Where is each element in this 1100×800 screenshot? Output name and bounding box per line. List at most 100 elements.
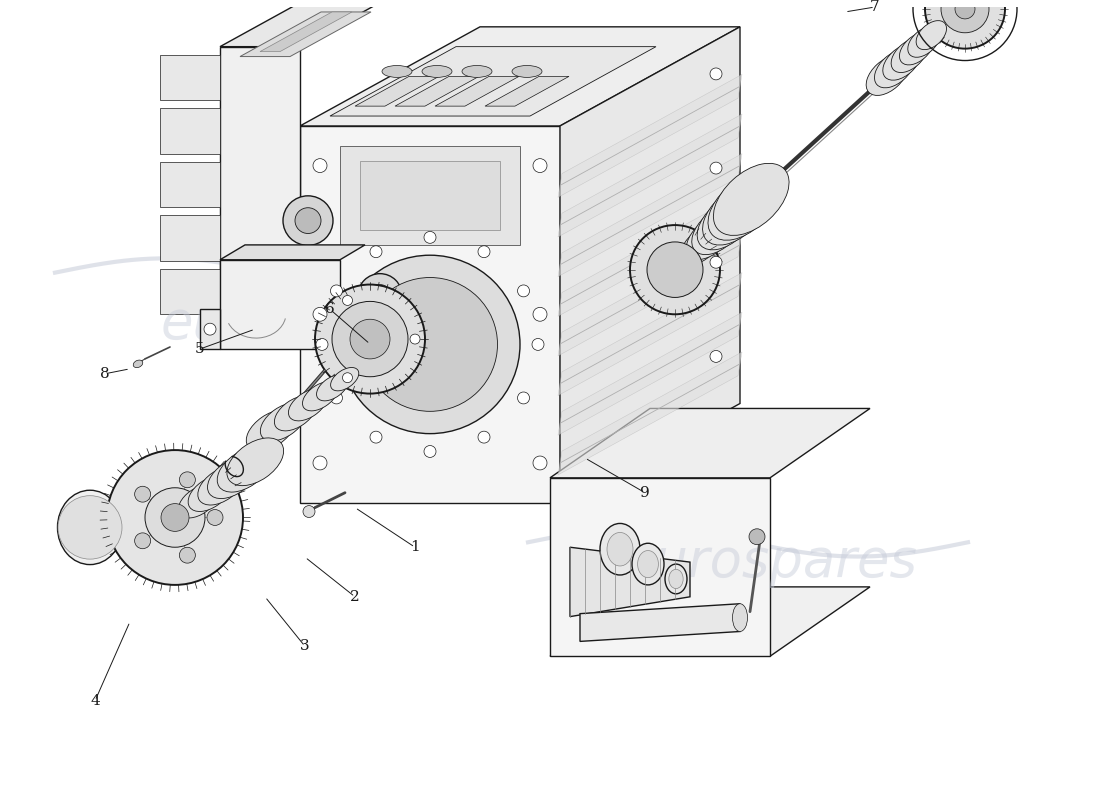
Ellipse shape bbox=[697, 195, 755, 250]
Ellipse shape bbox=[178, 486, 218, 518]
Polygon shape bbox=[558, 233, 743, 356]
Ellipse shape bbox=[227, 438, 284, 486]
Polygon shape bbox=[220, 0, 390, 46]
Text: 3: 3 bbox=[300, 639, 310, 654]
Circle shape bbox=[534, 456, 547, 470]
Circle shape bbox=[478, 431, 490, 443]
Polygon shape bbox=[360, 161, 500, 230]
Ellipse shape bbox=[317, 374, 349, 401]
Ellipse shape bbox=[133, 360, 143, 368]
Circle shape bbox=[340, 255, 520, 434]
Ellipse shape bbox=[65, 498, 116, 557]
Circle shape bbox=[350, 319, 390, 359]
Ellipse shape bbox=[422, 66, 452, 78]
Circle shape bbox=[370, 246, 382, 258]
Polygon shape bbox=[550, 409, 870, 478]
Polygon shape bbox=[550, 587, 870, 656]
Circle shape bbox=[424, 231, 436, 243]
Circle shape bbox=[314, 456, 327, 470]
Text: 5: 5 bbox=[195, 342, 205, 356]
Ellipse shape bbox=[638, 550, 659, 578]
Circle shape bbox=[532, 338, 544, 350]
Ellipse shape bbox=[708, 174, 778, 240]
Ellipse shape bbox=[274, 396, 317, 431]
Text: 1: 1 bbox=[410, 540, 420, 554]
Ellipse shape bbox=[600, 523, 640, 575]
Polygon shape bbox=[220, 260, 340, 349]
Circle shape bbox=[710, 162, 722, 174]
Circle shape bbox=[370, 431, 382, 443]
Polygon shape bbox=[558, 74, 743, 198]
Circle shape bbox=[424, 446, 436, 458]
Ellipse shape bbox=[891, 38, 927, 73]
Circle shape bbox=[925, 0, 1005, 49]
Ellipse shape bbox=[288, 389, 327, 421]
Circle shape bbox=[410, 334, 420, 344]
Polygon shape bbox=[160, 162, 220, 207]
Ellipse shape bbox=[883, 44, 921, 80]
Polygon shape bbox=[220, 245, 365, 260]
Circle shape bbox=[134, 533, 151, 549]
Text: 2: 2 bbox=[350, 590, 360, 604]
Polygon shape bbox=[395, 76, 478, 106]
Ellipse shape bbox=[866, 55, 909, 95]
Ellipse shape bbox=[703, 184, 767, 245]
Polygon shape bbox=[485, 76, 569, 106]
Polygon shape bbox=[160, 108, 220, 154]
Ellipse shape bbox=[675, 237, 710, 269]
Polygon shape bbox=[434, 76, 519, 106]
Text: 6: 6 bbox=[326, 302, 334, 316]
Circle shape bbox=[145, 488, 205, 547]
Circle shape bbox=[283, 196, 333, 246]
Circle shape bbox=[517, 392, 529, 404]
Circle shape bbox=[179, 547, 196, 563]
Polygon shape bbox=[558, 312, 743, 435]
Circle shape bbox=[302, 506, 315, 518]
Circle shape bbox=[517, 285, 529, 297]
Ellipse shape bbox=[607, 533, 632, 566]
Circle shape bbox=[161, 504, 189, 531]
Ellipse shape bbox=[246, 410, 296, 451]
Circle shape bbox=[478, 246, 490, 258]
Circle shape bbox=[314, 158, 327, 173]
Ellipse shape bbox=[692, 206, 744, 254]
Ellipse shape bbox=[669, 570, 683, 589]
Polygon shape bbox=[160, 269, 220, 314]
Polygon shape bbox=[340, 146, 520, 245]
Circle shape bbox=[710, 68, 722, 80]
Circle shape bbox=[710, 256, 722, 268]
Ellipse shape bbox=[686, 216, 732, 259]
Polygon shape bbox=[330, 46, 656, 116]
Circle shape bbox=[534, 158, 547, 173]
Polygon shape bbox=[300, 126, 560, 502]
Ellipse shape bbox=[733, 604, 748, 631]
Ellipse shape bbox=[382, 66, 412, 78]
Circle shape bbox=[342, 373, 352, 382]
Circle shape bbox=[207, 510, 223, 526]
Ellipse shape bbox=[188, 476, 231, 511]
Circle shape bbox=[204, 323, 216, 335]
Circle shape bbox=[330, 392, 342, 404]
Circle shape bbox=[358, 274, 402, 318]
Polygon shape bbox=[558, 352, 743, 475]
Polygon shape bbox=[558, 194, 743, 316]
Polygon shape bbox=[220, 46, 300, 314]
Ellipse shape bbox=[908, 26, 940, 58]
Ellipse shape bbox=[462, 66, 492, 78]
Ellipse shape bbox=[900, 32, 934, 65]
Circle shape bbox=[58, 496, 122, 559]
Polygon shape bbox=[160, 215, 220, 261]
Circle shape bbox=[316, 338, 328, 350]
Ellipse shape bbox=[331, 367, 359, 391]
Circle shape bbox=[749, 529, 764, 545]
Circle shape bbox=[955, 0, 975, 19]
Ellipse shape bbox=[874, 50, 914, 88]
Circle shape bbox=[330, 285, 342, 297]
Circle shape bbox=[647, 242, 703, 298]
Circle shape bbox=[332, 302, 408, 377]
Text: 8: 8 bbox=[100, 366, 110, 381]
Circle shape bbox=[107, 450, 243, 585]
Text: 9: 9 bbox=[640, 486, 650, 500]
Circle shape bbox=[342, 295, 352, 306]
Text: 4: 4 bbox=[90, 694, 100, 708]
